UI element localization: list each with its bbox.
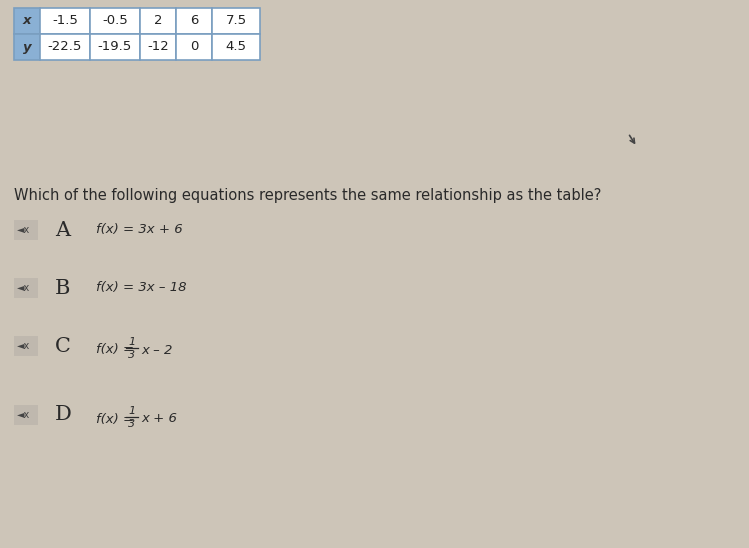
Text: f(x) =: f(x) = <box>96 344 134 357</box>
Text: B: B <box>55 278 70 298</box>
Text: -0.5: -0.5 <box>102 14 128 27</box>
Text: -1.5: -1.5 <box>52 14 78 27</box>
Text: ◄x: ◄x <box>17 410 30 420</box>
Text: D: D <box>55 406 72 425</box>
Text: 3: 3 <box>128 350 136 360</box>
Bar <box>40 34 90 60</box>
Text: 7.5: 7.5 <box>225 14 246 27</box>
Bar <box>40 8 90 34</box>
Bar <box>14 405 38 425</box>
Text: ◄x: ◄x <box>17 225 30 235</box>
Text: -12: -12 <box>147 41 169 54</box>
Text: 6: 6 <box>189 14 198 27</box>
Bar <box>14 34 40 60</box>
Text: f(x) = 3x – 18: f(x) = 3x – 18 <box>96 282 187 294</box>
Text: f(x) = 3x + 6: f(x) = 3x + 6 <box>96 224 183 237</box>
Text: ◄x: ◄x <box>17 283 30 293</box>
Text: f(x) =: f(x) = <box>96 413 134 425</box>
Text: x – 2: x – 2 <box>141 344 172 357</box>
Text: -19.5: -19.5 <box>98 41 132 54</box>
Bar <box>140 8 176 34</box>
Bar <box>176 34 212 60</box>
Bar <box>90 34 140 60</box>
Bar <box>212 8 260 34</box>
Text: A: A <box>55 220 70 239</box>
Text: C: C <box>55 336 71 356</box>
Text: 1: 1 <box>128 406 136 416</box>
Text: 1: 1 <box>128 337 136 347</box>
Text: -22.5: -22.5 <box>48 41 82 54</box>
Bar <box>212 34 260 60</box>
Text: 4.5: 4.5 <box>225 41 246 54</box>
Text: 3: 3 <box>128 419 136 429</box>
Bar <box>176 8 212 34</box>
Bar <box>140 34 176 60</box>
Bar <box>14 278 38 298</box>
Text: 0: 0 <box>189 41 198 54</box>
Bar <box>14 220 38 240</box>
Bar <box>14 336 38 356</box>
Text: ◄x: ◄x <box>17 341 30 351</box>
Text: y: y <box>22 41 31 54</box>
Bar <box>14 8 40 34</box>
Text: x: x <box>22 14 31 27</box>
Text: x + 6: x + 6 <box>141 413 177 425</box>
Text: 2: 2 <box>154 14 163 27</box>
Text: Which of the following equations represents the same relationship as the table?: Which of the following equations represe… <box>14 188 601 203</box>
Bar <box>90 8 140 34</box>
